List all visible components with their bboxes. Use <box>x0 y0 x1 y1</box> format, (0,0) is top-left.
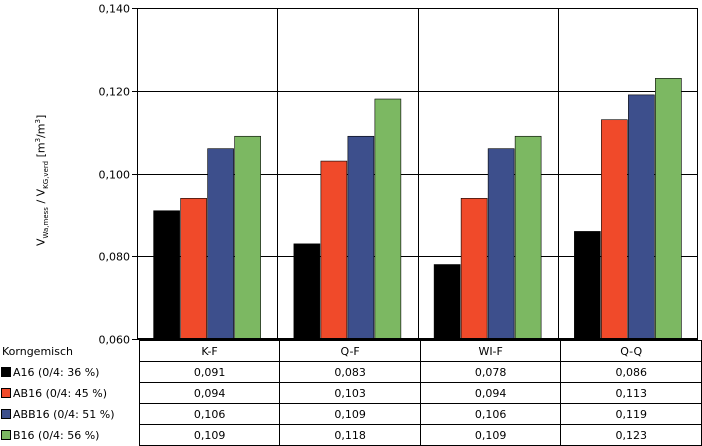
series-label-cell: A16 (0/4: 36 %) <box>0 362 139 383</box>
category-label: Q-Q <box>560 340 702 362</box>
bar <box>460 198 488 340</box>
value-cell: 0,113 <box>560 382 702 404</box>
data-table: Korngemisch K-F Q-F WI-F Q-Q A16 (0/4: 3… <box>0 340 702 446</box>
bars <box>153 78 682 340</box>
bar <box>320 160 348 340</box>
value-cell: 0,094 <box>138 382 281 404</box>
value-cell: 0,109 <box>419 424 562 446</box>
value-cell: 0,091 <box>138 361 281 383</box>
bar <box>628 94 655 340</box>
value-cell: 0,106 <box>419 403 562 425</box>
bar <box>574 231 601 340</box>
table-row: B16 (0/4: 56 %) 0,109 0,118 0,109 0,123 <box>0 424 702 446</box>
table-row: A16 (0/4: 36 %) 0,091 0,083 0,078 0,086 <box>0 361 702 383</box>
table-row: ABB16 (0/4: 51 %) 0,106 0,109 0,106 0,11… <box>0 403 702 425</box>
value-cell: 0,118 <box>279 424 421 446</box>
series-name: B16 (0/4: 56 %) <box>13 428 100 442</box>
category-label: K-F <box>138 340 281 362</box>
legend-swatch <box>1 429 11 440</box>
series-name: ABB16 (0/4: 51 %) <box>13 407 115 421</box>
value-cell: 0,083 <box>279 361 421 383</box>
value-cell: 0,109 <box>138 424 281 446</box>
legend-swatch <box>1 387 11 398</box>
bar <box>207 148 234 340</box>
table-header-row: Korngemisch K-F Q-F WI-F Q-Q <box>0 340 702 362</box>
y-tick-label: 0,100 <box>99 169 131 182</box>
value-cell: 0,106 <box>138 403 281 425</box>
value-cell: 0,103 <box>279 382 421 404</box>
bar <box>293 243 321 340</box>
bar <box>347 135 375 340</box>
value-cell: 0,119 <box>560 403 702 425</box>
bar <box>487 148 515 340</box>
legend-swatch <box>1 408 11 419</box>
value-cell: 0,109 <box>279 403 421 425</box>
y-axis-ticks: 0,060 0,080 0,100 0,120 0,140 <box>99 3 137 347</box>
legend-swatch <box>1 366 11 377</box>
bar <box>514 135 542 340</box>
series-label-cell: AB16 (0/4: 45 %) <box>0 383 139 404</box>
value-cell: 0,078 <box>419 361 562 383</box>
y-tick-label: 0,060 <box>99 334 131 347</box>
value-cell: 0,123 <box>560 424 702 446</box>
value-cell: 0,094 <box>419 382 562 404</box>
series-label-cell: ABB16 (0/4: 51 %) <box>0 404 139 425</box>
series-name: A16 (0/4: 36 %) <box>13 365 100 379</box>
category-label: Q-F <box>279 340 421 362</box>
category-label: WI-F <box>419 340 562 362</box>
bar <box>601 119 628 340</box>
series-name: AB16 (0/4: 45 %) <box>13 386 107 400</box>
plot-frame <box>137 8 698 339</box>
y-tick-label: 0,120 <box>99 86 131 99</box>
bar <box>234 135 261 340</box>
series-label-cell: B16 (0/4: 56 %) <box>0 425 139 446</box>
table-row: AB16 (0/4: 45 %) 0,094 0,103 0,094 0,113 <box>0 382 702 404</box>
bar <box>433 264 461 340</box>
y-tick-label: 0,140 <box>99 3 131 16</box>
value-cell: 0,086 <box>560 361 702 383</box>
bar <box>655 78 682 340</box>
bar <box>180 198 207 340</box>
table-header-label: Korngemisch <box>2 344 73 358</box>
y-tick-label: 0,080 <box>99 251 131 264</box>
y-axis-label: VWa,mess / VKG,verd [m3/m3] <box>34 114 50 246</box>
bar <box>374 98 402 340</box>
bar <box>153 210 180 340</box>
